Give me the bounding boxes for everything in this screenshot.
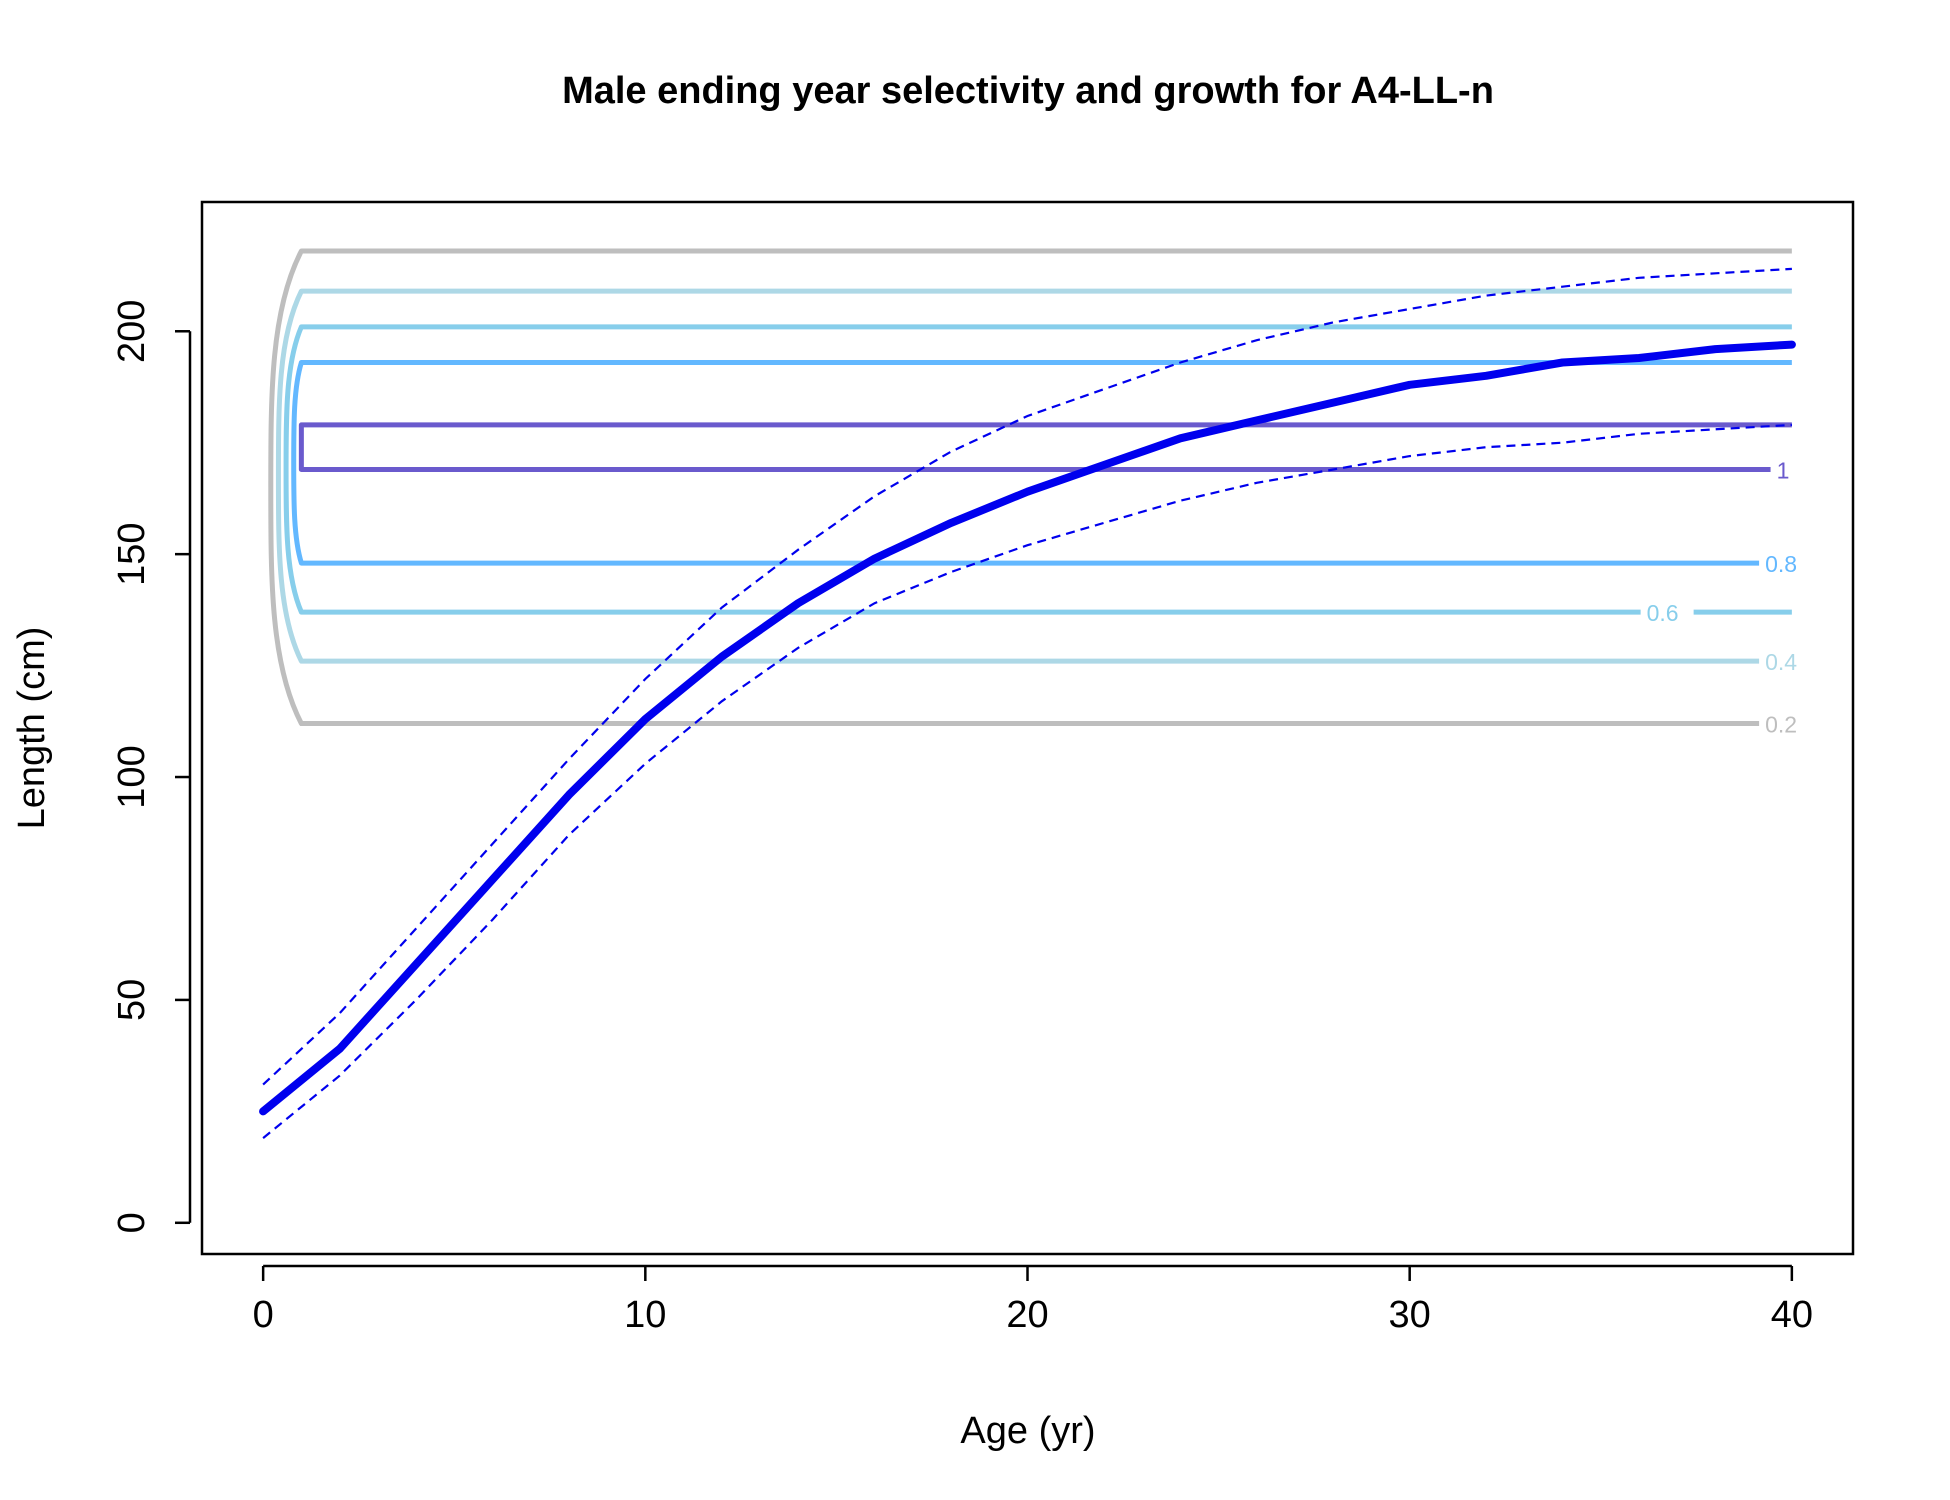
x-tick-label-0: 0 bbox=[253, 1294, 274, 1336]
y-tick-label-100: 100 bbox=[111, 745, 153, 808]
contour-line-0.4 bbox=[275, 288, 1792, 664]
growth-lower-interval-line bbox=[262, 423, 1792, 1139]
contour-label-bg-0.4 bbox=[1759, 647, 1813, 676]
y-tick-label-0: 0 bbox=[111, 1212, 153, 1233]
contour-label-bg-0.2 bbox=[1759, 709, 1813, 738]
growth-mean-line bbox=[259, 340, 1796, 1116]
contour-line-0.8 bbox=[291, 359, 1792, 566]
selectivity-contours: 0.2 0.4 0.6 0.8 1 bbox=[268, 248, 1813, 738]
contour-line-0.6 bbox=[283, 324, 1792, 615]
axes: 0 10 20 30 40 0 50 100 150 200 bbox=[111, 300, 1813, 1336]
growth-upper-interval-line bbox=[262, 267, 1792, 1086]
y-axis-label: Length (cm) bbox=[11, 627, 53, 830]
y-tick-label-200: 200 bbox=[111, 300, 153, 363]
x-tick-label-20: 20 bbox=[1006, 1294, 1048, 1336]
contour-line-1 bbox=[298, 422, 1792, 472]
contour-label-1: 1 bbox=[1777, 457, 1790, 483]
plot-frame bbox=[200, 200, 1855, 1256]
y-tick-label-150: 150 bbox=[111, 522, 153, 585]
x-tick-label-10: 10 bbox=[624, 1294, 666, 1336]
contour-label-0.4: 0.4 bbox=[1765, 649, 1797, 675]
contour-label-0.2: 0.2 bbox=[1765, 712, 1797, 738]
contour-label-0.8: 0.8 bbox=[1765, 551, 1797, 577]
contour-label-bg-1 bbox=[1770, 455, 1798, 484]
contour-label-0.6: 0.6 bbox=[1647, 600, 1679, 626]
chart-title: Male ending year selectivity and growth … bbox=[562, 70, 1494, 112]
y-tick-label-50: 50 bbox=[111, 979, 153, 1021]
contour-label-bg-0.6 bbox=[1640, 598, 1694, 627]
growth-curves bbox=[259, 267, 1796, 1139]
x-tick-label-30: 30 bbox=[1389, 1294, 1431, 1336]
x-tick-label-40: 40 bbox=[1771, 1294, 1813, 1336]
contour-line-0.2 bbox=[268, 248, 1792, 727]
contour-label-bg-0.8 bbox=[1759, 549, 1813, 578]
x-axis-label: Age (yr) bbox=[960, 1410, 1095, 1452]
